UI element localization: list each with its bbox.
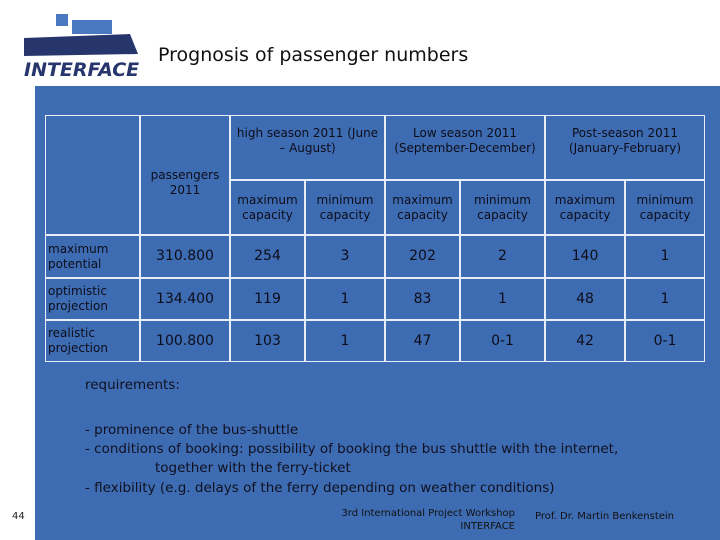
event-org: INTERFACE [460,521,515,532]
data-cell: 254 [230,235,305,278]
data-cell: 3 [305,235,385,278]
footer-author: Prof. Dr. Martin Benkenstein [535,511,675,522]
note-line: together with the ferry-ticket [155,460,351,476]
data-cell: 0-1 [625,320,705,362]
passengers-header: passengers 2011 [140,115,230,235]
note-line: - prominence of the bus-shuttle [85,422,299,438]
data-cell: 134.400 [140,278,230,320]
note-line: - flexibility (e.g. delays of the ferry … [85,480,555,496]
sub-header: maximum capacity [545,180,625,235]
logo-block [56,14,68,26]
logo-text: INTERFACE [24,59,139,81]
sub-header: maximum capacity [230,180,305,235]
data-cell: 119 [230,278,305,320]
logo: INTERFACE [24,14,139,81]
logo-block [72,20,112,34]
page-number: 44 [12,511,25,522]
row-label: maximum potential [45,235,140,278]
note-line: - conditions of booking: possibility of … [85,441,619,457]
data-cell: 202 [385,235,460,278]
group-header: Post-season 2011 (January-February) [545,115,705,180]
data-cell: 100.800 [140,320,230,362]
row-label: realistic projection [45,320,140,362]
event-name: 3rd International Project Workshop [341,508,515,519]
data-cell: 83 [385,278,460,320]
group-header: Low season 2011 (September-December) [385,115,545,180]
notes-heading: requirements: [85,377,180,393]
data-cell: 1 [460,278,545,320]
data-cell: 140 [545,235,625,278]
data-cell: 310.800 [140,235,230,278]
row-label: optimistic projection [45,278,140,320]
sub-header: minimum capacity [625,180,705,235]
sub-header: maximum capacity [385,180,460,235]
data-cell: 42 [545,320,625,362]
data-cell: 0-1 [460,320,545,362]
empty-cell [45,115,140,235]
data-cell: 1 [625,235,705,278]
data-cell: 1 [305,278,385,320]
data-cell: 103 [230,320,305,362]
data-cell: 1 [625,278,705,320]
footer-event: 3rd International Project Workshop INTER… [330,507,515,533]
group-header: high season 2011 (June – August) [230,115,385,180]
data-cell: 48 [545,278,625,320]
sub-header: minimum capacity [460,180,545,235]
data-cell: 47 [385,320,460,362]
data-cell: 1 [305,320,385,362]
sub-header: minimum capacity [305,180,385,235]
blue-panel [35,86,720,540]
logo-shape [24,34,138,56]
slide-title: Prognosis of passenger numbers [158,44,469,66]
data-cell: 2 [460,235,545,278]
